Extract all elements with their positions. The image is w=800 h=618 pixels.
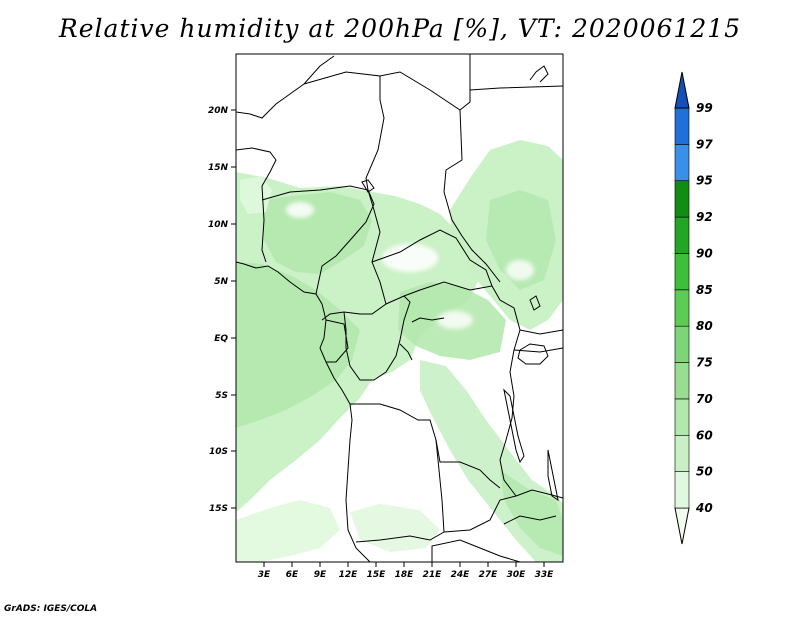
map-frame — [235, 53, 564, 563]
border-sahara-1 — [236, 55, 335, 119]
colorbar-label: 50 — [696, 465, 713, 479]
river-trace-2 — [399, 343, 413, 361]
colorbar-swatch — [674, 107, 690, 145]
dry-hole-2 — [286, 202, 314, 218]
map-title: Relative humidity at 200hPa [%], VT: 202… — [58, 14, 742, 43]
border-chad-sudan — [443, 109, 501, 283]
colorbar-label: 80 — [696, 319, 713, 333]
lon-tick-label: 3E — [258, 570, 271, 580]
lon-tick-label: 33E — [535, 570, 555, 580]
lat-tick-label: 15S — [209, 504, 228, 514]
colorbar: 40 50 60 70 75 80 85 90 92 95 97 99 — [674, 71, 713, 545]
longitude-ticks: 3E 6E 9E 12E 15E 18E 21E 24E 27E 30E 33E — [258, 562, 554, 580]
lon-tick-label: 27E — [479, 570, 499, 580]
lat-tick-label: EQ — [214, 334, 228, 344]
colorbar-bottom-arrow — [674, 507, 690, 545]
river-trace-1 — [411, 317, 445, 323]
border-nigeria-north — [261, 185, 375, 295]
lat-tick-label: 10N — [208, 220, 229, 230]
colorbar-label: 99 — [696, 101, 713, 115]
colorbar-label: 95 — [696, 174, 713, 188]
border-nigeria — [261, 185, 267, 263]
colorbar-label: 40 — [695, 501, 713, 515]
colorbar-label: 97 — [696, 137, 713, 151]
red-sea-coast — [529, 65, 549, 83]
colorbar-label: 60 — [696, 428, 713, 442]
dry-hole-1 — [382, 244, 438, 272]
coastline-west — [236, 261, 371, 562]
lat-tick-label: 15N — [208, 163, 229, 173]
dry-hole-3 — [506, 260, 534, 280]
lon-tick-label: 24E — [451, 570, 471, 580]
border-zambia — [443, 489, 563, 533]
lake-tanganyika — [503, 388, 525, 464]
colorbar-label: 75 — [696, 356, 713, 370]
lat-tick-label: 5N — [214, 277, 228, 287]
colorbar-label: 85 — [696, 283, 713, 297]
border-drc-east — [491, 285, 521, 497]
lon-tick-label: 6E — [286, 570, 299, 580]
colorbar-swatch — [674, 180, 690, 218]
colorbar-swatch — [674, 289, 690, 327]
lake-malawi — [547, 449, 559, 502]
humidity-fields — [236, 140, 563, 562]
lat-tick-label: 5S — [215, 391, 228, 401]
humidity-area-east-inner — [486, 190, 556, 290]
colorbar-swatch — [674, 398, 690, 436]
border-east-africa-2 — [513, 347, 563, 353]
border-east-africa — [519, 329, 563, 335]
lon-tick-label: 12E — [339, 570, 359, 580]
humidity-patch-northwest — [240, 176, 272, 214]
country-borders — [236, 54, 563, 562]
colorbar-swatch — [674, 325, 690, 363]
lake-albert — [529, 295, 541, 311]
border-congo — [343, 295, 411, 381]
border-south-2 — [503, 515, 557, 525]
colorbar-swatch — [674, 216, 690, 254]
credit-label: GrADS: IGES/COLA — [4, 604, 98, 614]
border-sahara-2 — [303, 71, 385, 191]
border-gabon — [325, 319, 349, 363]
border-south-1 — [431, 539, 521, 562]
colorbar-swatch — [674, 253, 690, 291]
colorbar-swatch — [674, 434, 690, 472]
lon-tick-label: 30E — [507, 570, 527, 580]
colorbar-swatch — [674, 362, 690, 400]
lake-victoria — [517, 343, 549, 365]
humidity-patch-southwest — [236, 500, 340, 562]
lake-chad — [361, 179, 375, 193]
colorbar-swatch — [674, 144, 690, 182]
lon-tick-label: 9E — [314, 570, 327, 580]
colorbar-label: 70 — [696, 392, 713, 406]
border-sahara-3 — [379, 54, 471, 111]
humidity-area-west-inner — [236, 262, 360, 428]
lon-tick-label: 18E — [395, 570, 415, 580]
dry-hole-4 — [437, 311, 473, 329]
latitude-ticks: 20N 15N 10N 5N EQ 5S 10S 15S — [208, 106, 236, 514]
border-sahara-4 — [236, 147, 277, 187]
lon-tick-label: 21E — [423, 570, 443, 580]
humidity-area-south-inner — [500, 470, 563, 556]
lat-tick-label: 20N — [208, 106, 229, 116]
colorbar-label: 90 — [696, 246, 713, 260]
border-angola-east — [355, 439, 445, 543]
border-car — [371, 229, 493, 305]
colorbar-top-arrow — [674, 71, 690, 109]
lon-tick-label: 15E — [367, 570, 387, 580]
colorbar-label: 92 — [696, 210, 713, 224]
lat-tick-label: 10S — [209, 447, 228, 457]
colorbar-swatch — [674, 471, 690, 509]
border-egypt — [469, 85, 563, 91]
humidity-patch-south — [350, 504, 440, 552]
